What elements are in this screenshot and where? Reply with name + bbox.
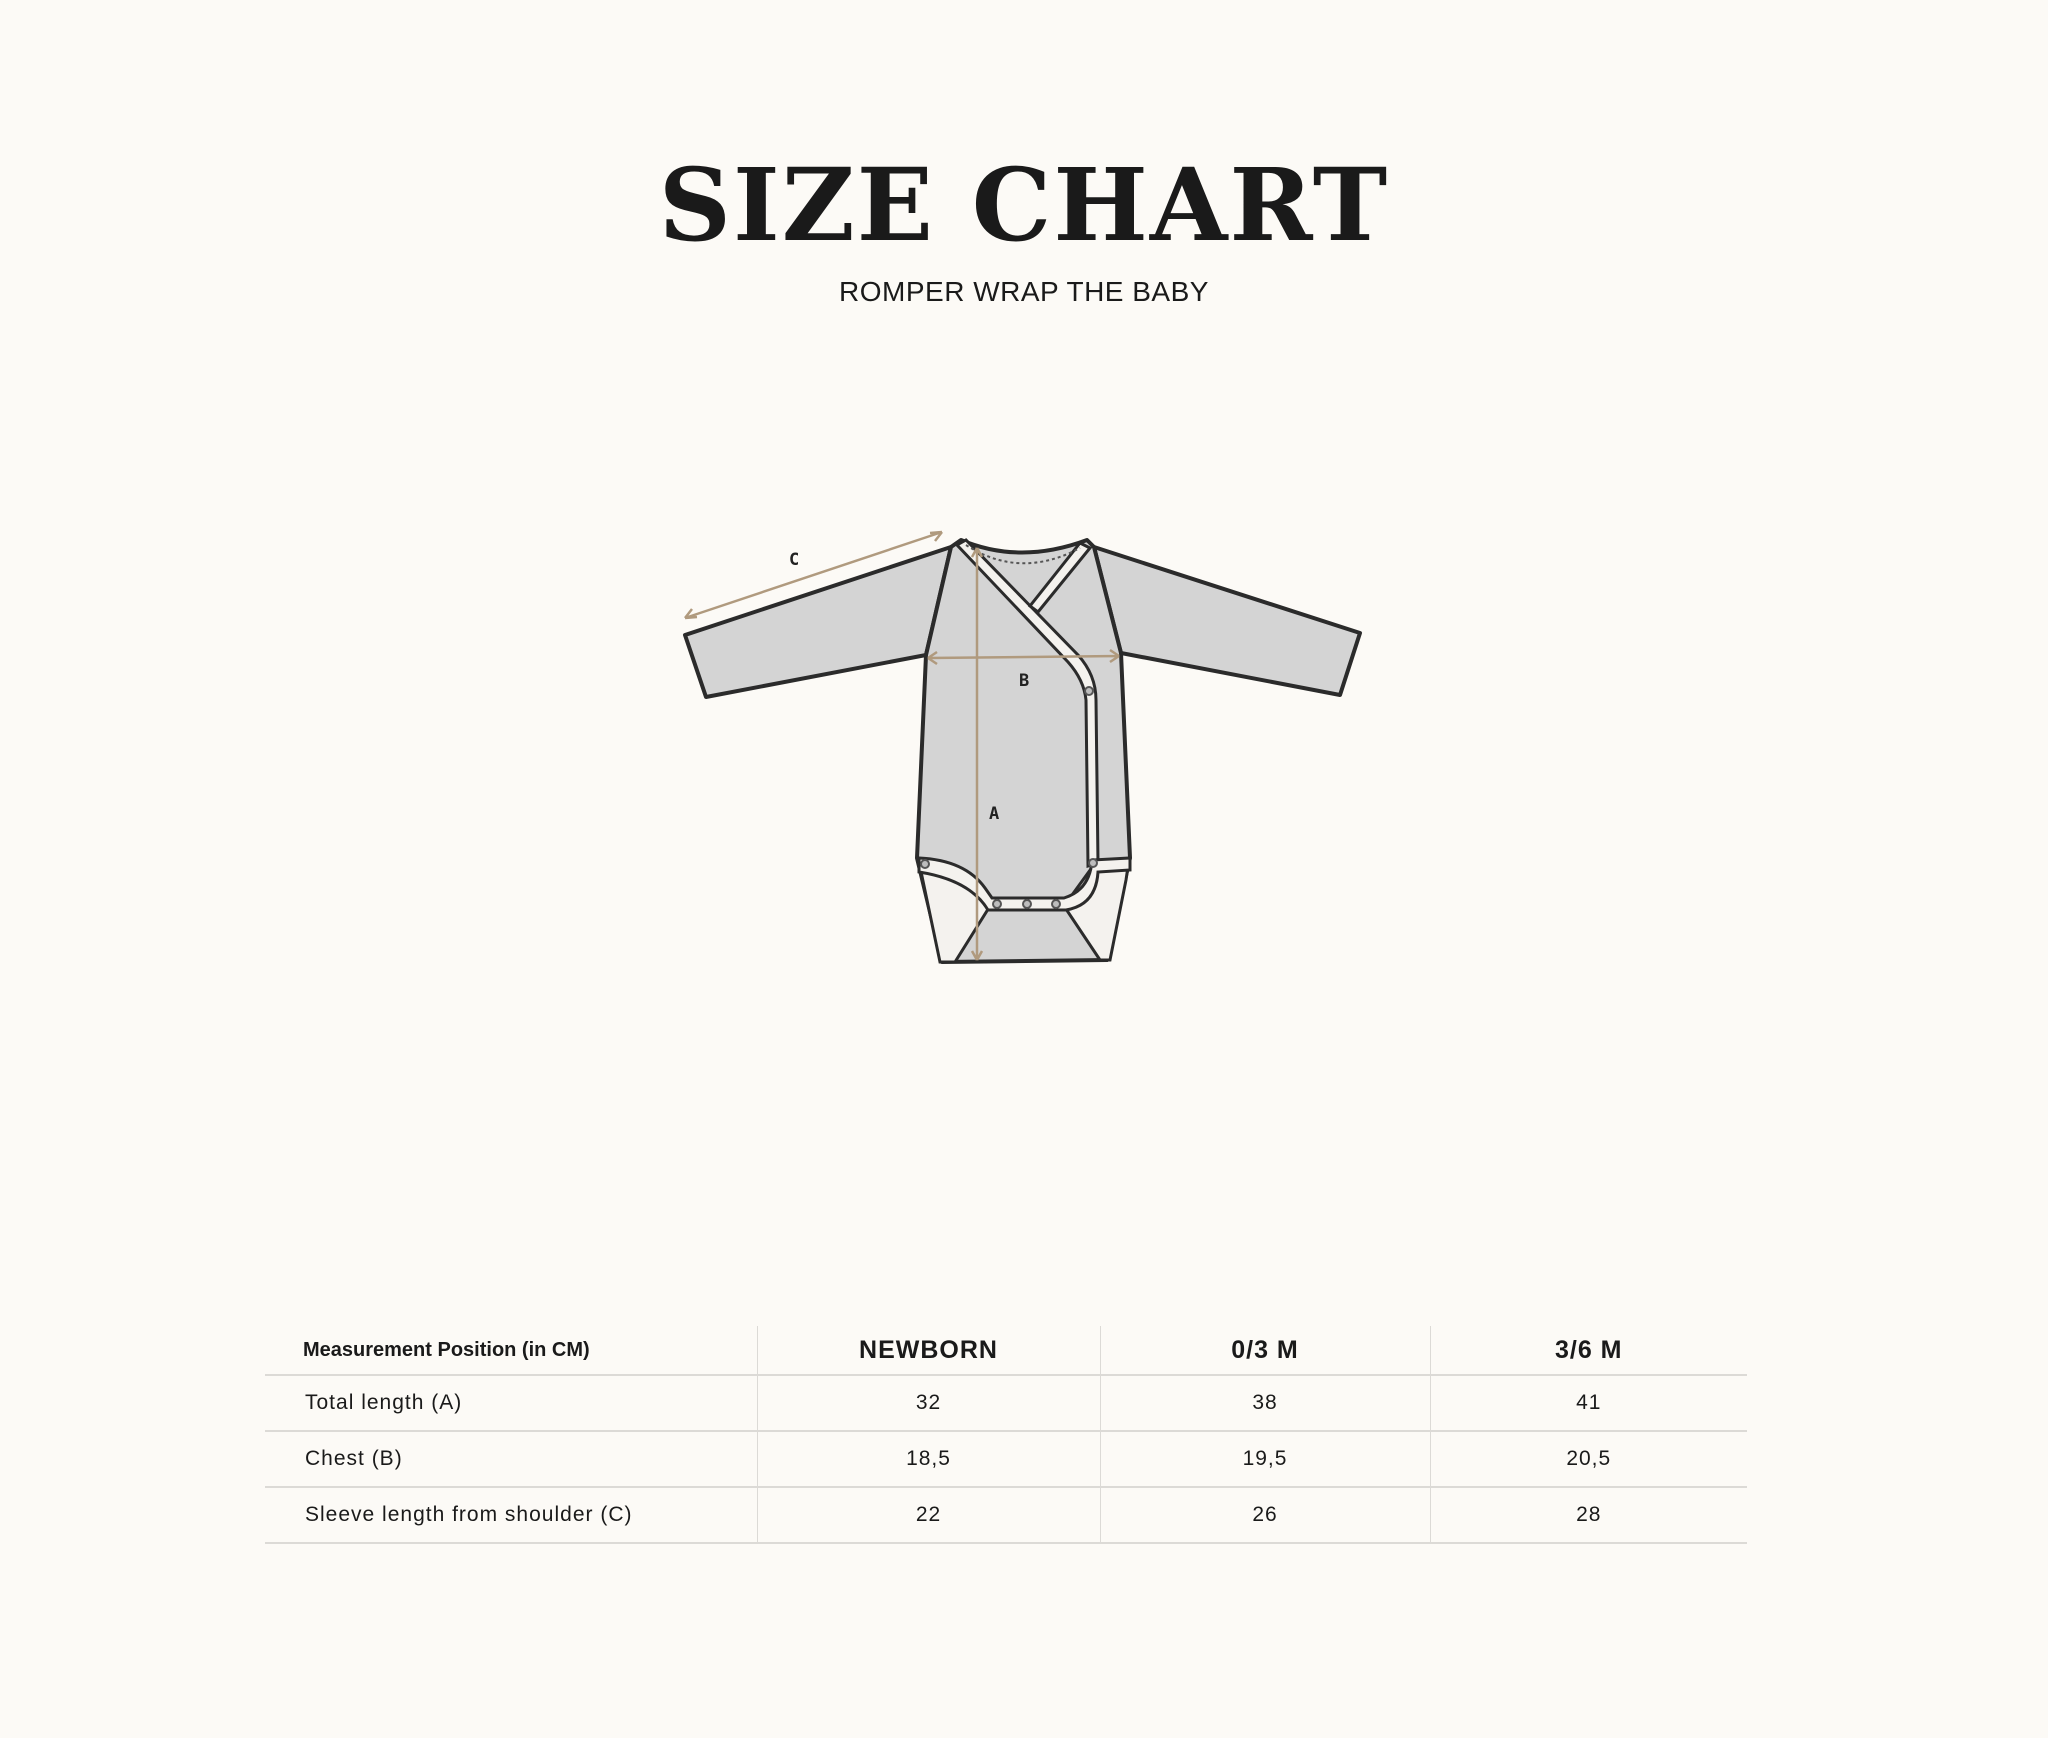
header-measurement: Measurement Position (in CM) [265,1326,757,1376]
header-newborn: NEWBORN [756,1326,1100,1376]
measure-b-line [927,648,1120,666]
cell-value: 22 [756,1487,1100,1544]
row-label: Total length (A) [265,1375,757,1432]
table-row: Total length (A) 32 38 41 [265,1375,1747,1432]
label-a: A [989,804,999,824]
row-label: Sleeve length from shoulder (C) [265,1487,757,1544]
table-header-row: Measurement Position (in CM) NEWBORN 0/3… [265,1326,1747,1376]
header-3-6m: 3/6 M [1429,1326,1747,1376]
header-0-3m: 0/3 M [1099,1326,1430,1376]
cell-value: 38 [1099,1375,1430,1432]
cell-value: 19,5 [1099,1431,1430,1488]
label-c: C [789,550,799,570]
page-title: SIZE CHART [658,146,1390,264]
cell-value: 28 [1429,1487,1747,1544]
size-table: Measurement Position (in CM) NEWBORN 0/3… [265,1326,1747,1544]
wrap-band-under [1027,541,1093,615]
snap-buttons [920,686,1098,909]
left-sleeve [683,545,953,699]
cell-value: 32 [756,1375,1100,1432]
right-sleeve [1092,545,1362,697]
cell-value: 41 [1429,1375,1747,1432]
body [915,538,1132,964]
row-label: Chest (B) [265,1431,757,1488]
measure-c-line [684,530,943,620]
table-row: Chest (B) 18,5 19,5 20,5 [265,1431,1747,1488]
measure-a-line [970,547,984,961]
cell-value: 20,5 [1429,1431,1747,1488]
cell-value: 18,5 [756,1431,1100,1488]
table-row: Sleeve length from shoulder (C) 22 26 28 [265,1487,1747,1544]
product-subtitle: ROMPER WRAP THE BABY [839,276,1209,307]
cell-value: 26 [1099,1487,1430,1544]
label-b: B [1019,671,1029,691]
measure-lines [684,530,1120,961]
